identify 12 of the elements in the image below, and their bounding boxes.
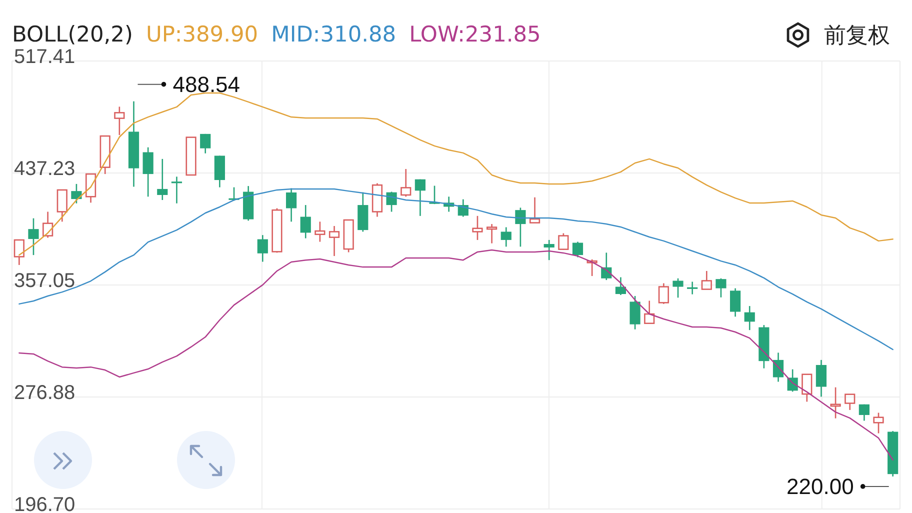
text: UP:389.90 — [146, 22, 258, 48]
text: LOW:231.85 — [409, 22, 541, 48]
text: MID:310.88 — [271, 22, 396, 48]
y-tick-label: 357.05 — [14, 270, 76, 292]
annotation: 488.54 — [172, 72, 240, 97]
y-tick-label: 517.41 — [14, 46, 76, 68]
y-tick-label: 276.88 — [14, 382, 76, 404]
text: 前复权 — [824, 22, 890, 48]
annotation: 220.00 — [786, 474, 854, 499]
y-tick-label: 437.23 — [14, 158, 76, 180]
y-tick-label: 196.70 — [14, 494, 76, 513]
legend-title: BOLL(20,2) — [12, 22, 133, 48]
